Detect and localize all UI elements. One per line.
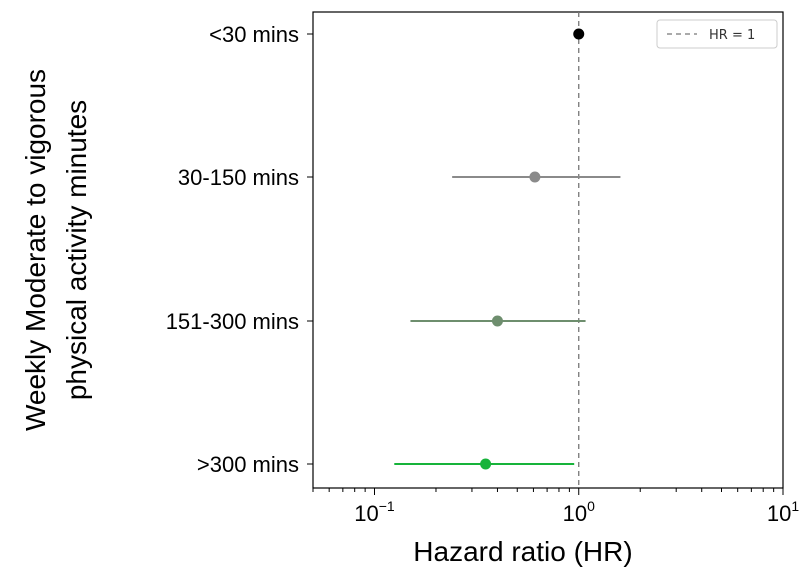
x-axis: 10−1 100 101	[312, 488, 799, 526]
x-tick-label: 10−1	[354, 498, 395, 526]
legend-box	[656, 19, 778, 49]
data-point	[491, 315, 503, 327]
data-point	[480, 458, 492, 470]
plot-frame	[312, 11, 784, 489]
data-series	[394, 28, 621, 470]
y-axis-title: Weekly Moderate to vigorous physical acti…	[20, 69, 92, 431]
y-tick-label: 30-150 mins	[178, 165, 299, 190]
x-tick-label: 101	[767, 498, 799, 526]
y-tick-label: <30 mins	[209, 22, 299, 47]
data-point	[529, 171, 541, 183]
x-axis-title: Hazard ratio (HR)	[413, 536, 632, 567]
y-tick-label: 151-300 mins	[166, 309, 299, 334]
legend: HR = 1	[656, 19, 778, 49]
legend-label: HR = 1	[709, 28, 755, 43]
x-tick-label: 100	[563, 498, 595, 526]
y-tick-label: >300 mins	[197, 452, 299, 477]
y-axis-title-line: physical activity minutes	[61, 100, 92, 400]
category-labels: <30 mins 30-150 mins 151-300 mins >300 mins	[166, 22, 313, 477]
data-point	[573, 28, 585, 40]
y-axis-title-line: Weekly Moderate to vigorous	[20, 69, 51, 431]
